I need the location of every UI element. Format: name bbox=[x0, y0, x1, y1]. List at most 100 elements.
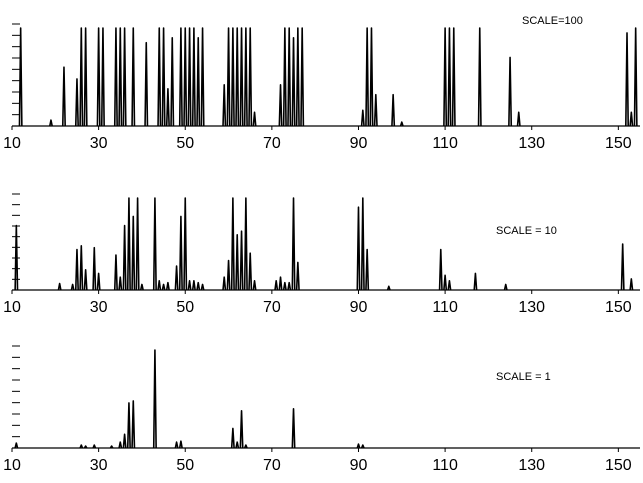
peak bbox=[447, 27, 452, 127]
peak bbox=[122, 27, 127, 127]
peak bbox=[287, 27, 292, 127]
peak bbox=[161, 283, 166, 291]
x-tick-label: 10 bbox=[3, 457, 21, 474]
peak bbox=[109, 445, 114, 449]
peak bbox=[438, 248, 443, 291]
x-tick-label: 70 bbox=[263, 457, 281, 474]
peak bbox=[118, 27, 123, 127]
peak bbox=[178, 440, 183, 449]
peak bbox=[508, 56, 513, 127]
peak bbox=[365, 248, 370, 291]
peak bbox=[391, 93, 396, 127]
peak bbox=[178, 215, 183, 291]
peak bbox=[126, 197, 131, 291]
peak bbox=[226, 27, 231, 127]
peak bbox=[113, 27, 118, 127]
peak bbox=[360, 109, 365, 127]
peak bbox=[243, 444, 248, 449]
x-tick-label: 90 bbox=[350, 457, 368, 474]
peak bbox=[118, 276, 123, 291]
peak bbox=[369, 27, 374, 127]
x-tick-label: 30 bbox=[90, 299, 108, 316]
peak bbox=[191, 27, 196, 127]
peak bbox=[503, 283, 508, 291]
peak bbox=[477, 27, 482, 127]
peak bbox=[61, 66, 66, 127]
scale-annotation: SCALE = 1 bbox=[496, 371, 551, 383]
peak bbox=[191, 280, 196, 291]
x-tick-label: 90 bbox=[350, 135, 368, 152]
peak bbox=[174, 441, 179, 449]
peak bbox=[230, 197, 235, 291]
peak bbox=[633, 27, 638, 127]
peak bbox=[170, 37, 175, 127]
peak bbox=[278, 276, 283, 291]
peak bbox=[14, 442, 19, 449]
peak bbox=[443, 27, 448, 127]
peak bbox=[187, 27, 192, 127]
peak bbox=[178, 27, 183, 127]
peak bbox=[373, 93, 378, 127]
peak bbox=[92, 246, 97, 291]
x-tick-label: 50 bbox=[176, 299, 194, 316]
peak bbox=[300, 27, 305, 127]
peak bbox=[291, 197, 296, 291]
peak bbox=[57, 282, 62, 291]
x-tick-label: 110 bbox=[432, 135, 458, 152]
peak bbox=[48, 119, 53, 127]
x-tick-label: 30 bbox=[90, 457, 108, 474]
peak bbox=[243, 27, 248, 127]
x-tick-label: 130 bbox=[518, 457, 545, 474]
x-tick-label: 50 bbox=[176, 457, 194, 474]
peak bbox=[157, 280, 162, 291]
x-tick-label: 70 bbox=[263, 299, 281, 316]
peak bbox=[18, 27, 23, 127]
peak bbox=[126, 402, 131, 449]
peak bbox=[516, 111, 521, 127]
peak bbox=[135, 197, 140, 291]
peak bbox=[473, 272, 478, 291]
peak bbox=[239, 409, 244, 449]
x-tick-label: 150 bbox=[605, 299, 632, 316]
peak bbox=[226, 259, 231, 291]
peak bbox=[235, 441, 240, 449]
peak bbox=[187, 280, 192, 291]
peak bbox=[14, 224, 19, 291]
peak bbox=[235, 27, 240, 127]
peak bbox=[79, 27, 84, 127]
peak bbox=[235, 234, 240, 291]
peak bbox=[96, 27, 101, 127]
peak bbox=[230, 27, 235, 127]
peak bbox=[96, 272, 101, 291]
peak bbox=[274, 280, 279, 291]
peak bbox=[118, 441, 123, 449]
peak bbox=[248, 27, 253, 127]
peak bbox=[295, 261, 300, 291]
x-tick-label: 110 bbox=[432, 457, 458, 474]
scale-annotation: SCALE = 10 bbox=[496, 225, 557, 237]
peak bbox=[92, 444, 97, 449]
peak bbox=[230, 427, 235, 449]
peak bbox=[356, 443, 361, 449]
peak bbox=[248, 252, 253, 291]
peak bbox=[131, 27, 136, 127]
x-tick-label: 130 bbox=[518, 299, 545, 316]
peak bbox=[365, 27, 370, 127]
peak bbox=[74, 78, 79, 127]
peak bbox=[360, 197, 365, 291]
peak bbox=[386, 285, 391, 291]
peak bbox=[287, 281, 292, 291]
peak bbox=[200, 283, 205, 291]
peak bbox=[243, 197, 248, 291]
scale-annotation: SCALE=100 bbox=[522, 15, 583, 27]
peak bbox=[625, 32, 630, 127]
peak bbox=[152, 197, 157, 291]
peak bbox=[629, 111, 634, 127]
peak bbox=[144, 41, 149, 127]
x-tick-label: 70 bbox=[263, 135, 281, 152]
x-tick-label: 150 bbox=[605, 135, 632, 152]
peak bbox=[620, 243, 625, 291]
panel-scale-100: SCALE=100 10 30 50 70 90 110 130 150 bbox=[3, 15, 640, 152]
peak bbox=[174, 265, 179, 291]
